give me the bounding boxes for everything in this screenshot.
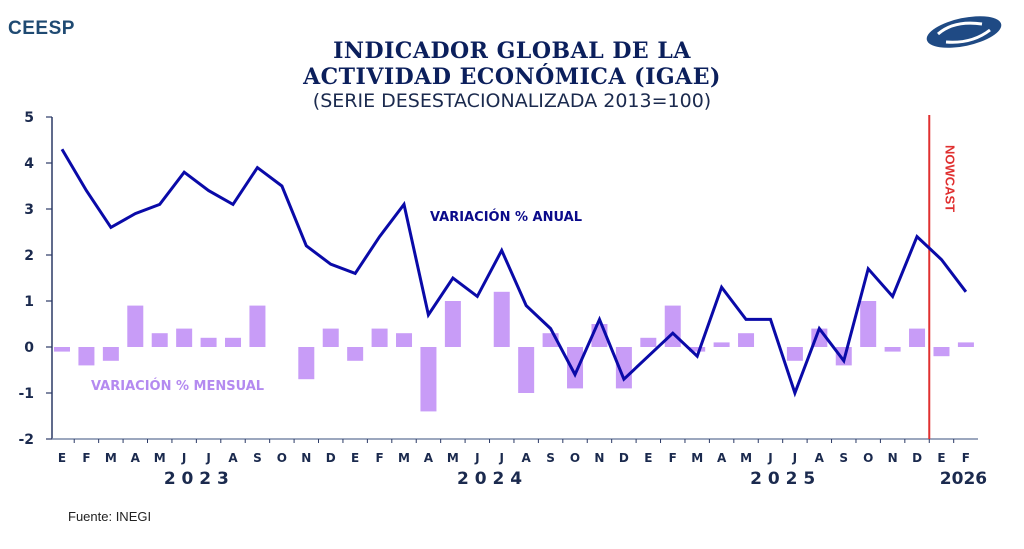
bar-mensual xyxy=(518,347,535,393)
bar-mensual xyxy=(225,337,242,347)
x-tick-label: J xyxy=(474,451,479,465)
x-tick-label: S xyxy=(839,451,848,465)
bar-mensual xyxy=(200,337,217,347)
bar-mensual xyxy=(957,342,974,347)
x-tick-label: S xyxy=(253,451,262,465)
x-tick-label: S xyxy=(546,451,555,465)
x-tick-label: D xyxy=(326,451,336,465)
x-tick-label: A xyxy=(424,451,434,465)
bar-mensual xyxy=(420,347,437,412)
monthly-series-label: VARIACIÓN % MENSUAL xyxy=(91,378,264,394)
x-tick-label: F xyxy=(82,451,90,465)
x-tick-label: M xyxy=(105,451,117,465)
x-tick-label: F xyxy=(962,451,970,465)
bar-mensual xyxy=(860,301,877,347)
x-tick-label: J xyxy=(499,451,504,465)
ceesp-logo xyxy=(926,16,1002,48)
bar-mensual xyxy=(322,328,339,347)
x-tick-label: A xyxy=(815,451,825,465)
y-tick-label: -2 xyxy=(18,432,34,448)
year-label: 2026 xyxy=(940,469,987,489)
bar-mensual xyxy=(689,347,706,352)
annual-series-label: VARIACIÓN % ANUAL xyxy=(430,209,582,225)
bar-mensual xyxy=(493,291,510,347)
bar-mensual xyxy=(396,333,413,347)
x-tick-label: M xyxy=(447,451,459,465)
bar-mensual xyxy=(567,347,584,389)
x-tick-label: F xyxy=(669,451,677,465)
x-tick-label: D xyxy=(912,451,922,465)
nowcast-label: NOWCAST xyxy=(942,145,957,212)
bar-mensual xyxy=(347,347,364,361)
x-tick-label: A xyxy=(522,451,532,465)
x-tick-label: A xyxy=(131,451,141,465)
y-tick-label: 5 xyxy=(24,110,34,126)
bar-mensual xyxy=(176,328,193,347)
year-label: 2 0 2 3 xyxy=(164,469,229,489)
x-tick-label: O xyxy=(277,451,287,465)
x-tick-label: A xyxy=(228,451,238,465)
bar-mensual xyxy=(371,328,388,347)
bar-mensual xyxy=(738,333,755,347)
bar-mensual xyxy=(786,347,803,361)
x-tick-label: A xyxy=(717,451,727,465)
bar-mensual xyxy=(884,347,901,352)
source-note: Fuente: INEGI xyxy=(68,509,152,524)
x-tick-label: E xyxy=(58,451,66,465)
bar-mensual xyxy=(615,347,632,389)
chart-subtitle: (SERIE DESESTACIONALIZADA 2013=100) xyxy=(312,90,712,112)
x-tick-label: J xyxy=(767,451,772,465)
x-tick-label: O xyxy=(863,451,873,465)
bar-mensual xyxy=(298,347,315,380)
bar-mensual xyxy=(54,347,70,352)
bar-mensual xyxy=(249,305,266,347)
x-tick-label: M xyxy=(691,451,703,465)
x-tick-label: O xyxy=(570,451,580,465)
x-tick-label: M xyxy=(154,451,166,465)
x-tick-label: E xyxy=(644,451,652,465)
y-tick-label: -1 xyxy=(18,386,34,402)
bar-mensual xyxy=(102,347,119,361)
bar-mensual xyxy=(933,347,950,357)
x-tick-label: N xyxy=(888,451,898,465)
x-tick-label: J xyxy=(205,451,210,465)
bar-mensual xyxy=(664,305,681,347)
x-tick-label: M xyxy=(740,451,752,465)
x-tick-label: E xyxy=(351,451,359,465)
line-anual xyxy=(60,148,968,398)
x-tick-label: E xyxy=(937,451,945,465)
bar-mensual xyxy=(151,333,168,347)
bar-mensual xyxy=(127,305,144,347)
year-label: 2 0 2 4 xyxy=(457,469,522,489)
x-tick-label: M xyxy=(398,451,410,465)
chart-title-line2: ACTIVIDAD ECONÓMICA (IGAE) xyxy=(303,64,721,90)
x-tick-label: N xyxy=(301,451,311,465)
bar-mensual xyxy=(78,347,95,366)
y-tick-label: 3 xyxy=(24,202,34,218)
bar-mensual xyxy=(713,342,730,347)
bar-mensual xyxy=(444,301,461,347)
x-tick-label: D xyxy=(619,451,629,465)
y-tick-label: 1 xyxy=(24,294,34,310)
y-tick-label: 0 xyxy=(24,340,34,356)
x-tick-label: J xyxy=(181,451,186,465)
x-tick-label: F xyxy=(375,451,383,465)
y-tick-label: 2 xyxy=(24,248,34,264)
year-label: 2 0 2 5 xyxy=(750,469,815,489)
chart-title-line1: INDICADOR GLOBAL DE LA xyxy=(333,38,691,64)
brand-name: CEESP xyxy=(8,18,75,39)
bar-mensual xyxy=(909,328,926,347)
bar-mensual xyxy=(640,337,657,347)
x-tick-label: N xyxy=(594,451,604,465)
x-tick-label: J xyxy=(792,451,797,465)
y-tick-label: 4 xyxy=(24,156,34,172)
